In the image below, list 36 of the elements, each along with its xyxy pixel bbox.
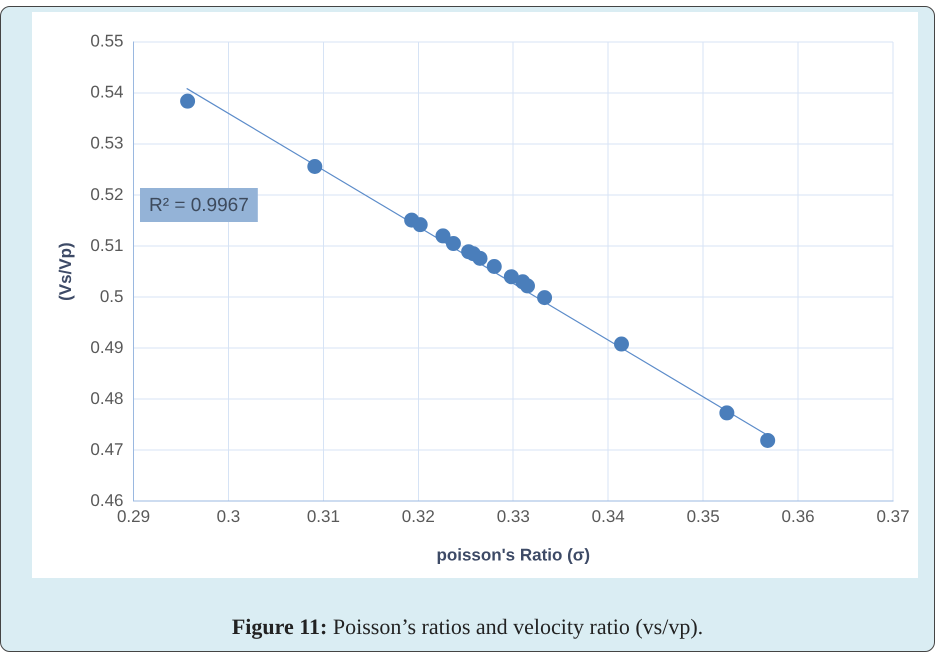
x-tick-label: 0.35 — [686, 507, 720, 526]
point — [504, 269, 519, 284]
point — [486, 259, 502, 274]
y-tick-label: 0.5 — [100, 286, 124, 306]
y-tick-label: 0.49 — [90, 338, 124, 357]
point — [307, 158, 322, 174]
x-tick-label: 0.36 — [782, 507, 815, 526]
x-tick-label: 0.3 — [216, 507, 240, 526]
annotation: R² = 0.9967 — [149, 195, 249, 216]
x-tick-label: 0.31 — [306, 507, 340, 526]
point — [180, 94, 196, 109]
caption: Figure 11: Poisson’s ratios and velocity ratio (vs/vp). — [230, 614, 704, 640]
point — [412, 217, 428, 232]
point — [446, 236, 461, 252]
y-tick-label: 0.48 — [90, 388, 124, 408]
x-tick-label: 0.29 — [116, 507, 150, 526]
x-axis-title: poisson's Ratio (σ) — [436, 545, 590, 564]
point — [435, 228, 450, 244]
y-tick-label: 0.46 — [90, 490, 124, 510]
y-tick-label: 0.47 — [90, 440, 124, 459]
point — [520, 278, 535, 294]
y-axis-title: (Vs/Vp) — [56, 242, 75, 301]
point — [537, 290, 552, 306]
y-tick-label: 0.55 — [90, 32, 124, 51]
y-tick-label: 0.52 — [90, 184, 124, 204]
point — [760, 432, 776, 448]
point — [719, 405, 734, 420]
x-tick-label: 0.32 — [402, 507, 435, 526]
y-tick-label: 0.51 — [90, 236, 124, 255]
x-tick-label: 0.33 — [496, 507, 530, 526]
x-tick-label: 0.34 — [592, 507, 625, 526]
point — [472, 250, 488, 266]
y-tick-label: 0.54 — [90, 82, 124, 102]
y-tick-label: 0.53 — [90, 134, 124, 153]
point — [614, 336, 629, 352]
x-tick-label: 0.37 — [876, 507, 910, 526]
